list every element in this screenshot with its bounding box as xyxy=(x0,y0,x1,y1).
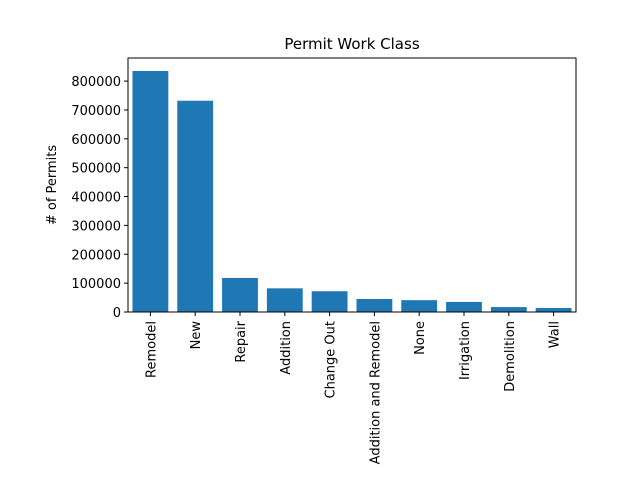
y-tick-label: 600000 xyxy=(71,133,121,148)
x-tick-label: Change Out xyxy=(324,321,339,398)
x-axis: Remodel New Repair Addition Change Out Additi… xyxy=(144,312,563,464)
y-tick-label: 500000 xyxy=(71,162,121,177)
x-tick-label: Addition and Remodel xyxy=(368,321,383,464)
x-tick-label: Irrigation xyxy=(458,321,473,380)
y-tick-label: 800000 xyxy=(71,75,121,90)
bar-demolition xyxy=(490,307,527,312)
x-tick-label: Repair xyxy=(234,320,249,362)
y-tick-label: 300000 xyxy=(71,219,121,234)
plot-frame xyxy=(127,57,577,313)
bar-addition xyxy=(266,288,303,312)
bars-group xyxy=(132,70,572,313)
bar-new xyxy=(177,100,214,312)
x-tick-label: None xyxy=(413,321,428,355)
x-tick-label: Wall xyxy=(548,321,563,348)
bar-wall xyxy=(535,307,572,312)
y-axis: 0 100000 200000 300000 400000 500000 600000 700… xyxy=(71,75,128,321)
y-tick-label: 0 xyxy=(113,306,121,321)
y-tick-label: 100000 xyxy=(71,277,121,292)
bar-none xyxy=(401,300,438,312)
bar-repair xyxy=(222,277,258,312)
y-tick-label: 700000 xyxy=(71,104,121,119)
y-tick-label: 200000 xyxy=(71,248,121,263)
bar-remodel xyxy=(132,70,169,313)
bar-irrigation xyxy=(446,301,482,312)
bar-addition-and-remodel xyxy=(356,299,393,312)
x-tick-label: New xyxy=(189,321,204,350)
y-tick-label: 400000 xyxy=(71,191,121,206)
x-tick-label: Demolition xyxy=(503,321,518,392)
chart-title: Permit Work Class xyxy=(284,35,419,53)
bar-change-out xyxy=(311,291,348,312)
y-axis-label: # of Permits xyxy=(45,145,60,226)
x-tick-label: Addition xyxy=(279,321,294,375)
x-tick-label: Remodel xyxy=(144,321,159,378)
